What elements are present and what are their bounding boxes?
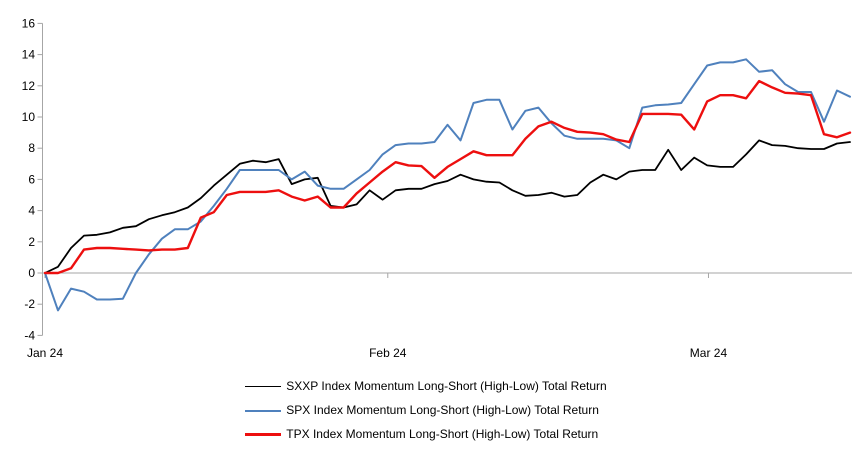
y-tick-label: 2 <box>28 235 35 249</box>
legend-label-spx: SPX Index Momentum Long-Short (High-Low)… <box>286 403 599 417</box>
y-tick-label: 6 <box>28 172 35 186</box>
y-tick-label: 4 <box>28 204 35 218</box>
y-tick-label: -2 <box>24 297 35 311</box>
series-line-tpx <box>43 79 852 275</box>
series-line-sxxp <box>44 139 851 274</box>
legend-label-tpx: TPX Index Momentum Long-Short (High-Low)… <box>286 427 599 441</box>
legend-line-tpx <box>245 433 282 436</box>
legend-line-sxxp <box>245 385 282 388</box>
x-tick-label: Jan 24 <box>27 346 63 360</box>
y-tick-label: 10 <box>22 110 36 124</box>
x-tick-label: Feb 24 <box>369 346 407 360</box>
chart-legend: SXXP Index Momentum Long-Short (High-Low… <box>245 376 607 445</box>
series-line-spx <box>44 58 851 312</box>
x-tick-label: Mar 24 <box>690 346 728 360</box>
y-tick-label: -4 <box>24 328 35 342</box>
y-tick-label: 16 <box>22 16 36 30</box>
legend-label-sxxp: SXXP Index Momentum Long-Short (High-Low… <box>286 379 607 393</box>
legend-item-spx: SPX Index Momentum Long-Short (High-Low)… <box>245 400 599 421</box>
legend-line-spx <box>245 409 282 412</box>
y-tick-label: 12 <box>22 79 36 93</box>
y-tick-label: 8 <box>28 141 35 155</box>
y-tick-label: 0 <box>28 266 35 280</box>
y-tick-label: 14 <box>22 48 36 62</box>
legend-item-sxxp: SXXP Index Momentum Long-Short (High-Low… <box>245 376 607 397</box>
legend-item-tpx: TPX Index Momentum Long-Short (High-Low)… <box>245 424 598 445</box>
